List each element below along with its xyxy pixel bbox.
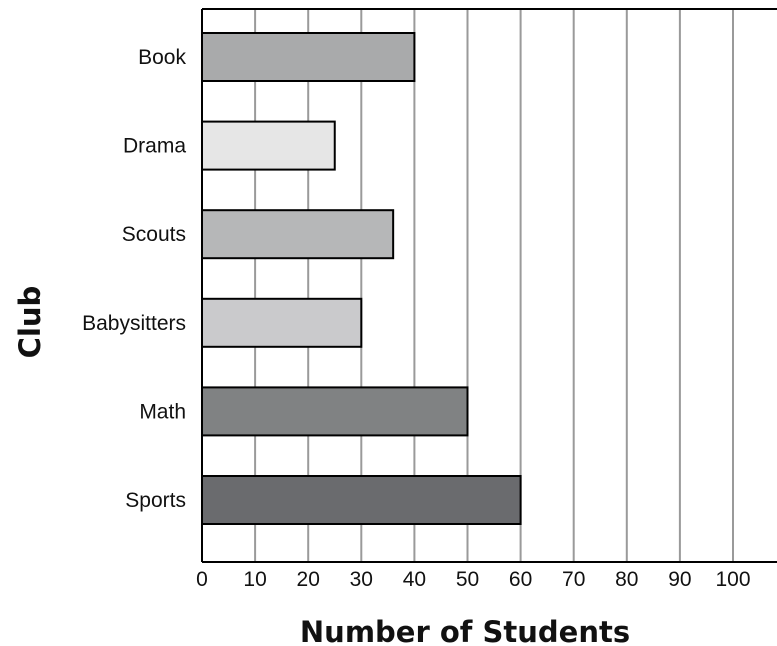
x-tick-label: 20 (297, 568, 320, 591)
x-tick-label: 100 (715, 568, 750, 591)
x-tick-label: 30 (350, 568, 373, 591)
x-tick-label: 80 (615, 568, 638, 591)
x-tick-label: 50 (456, 568, 479, 591)
y-axis-title: Club (13, 286, 47, 359)
category-label: Sports (125, 489, 186, 512)
bar-math (201, 386, 469, 437)
category-label: Book (138, 46, 186, 69)
bar-scouts (201, 209, 395, 260)
gridlines (254, 9, 734, 562)
category-label: Scouts (122, 223, 186, 246)
bar-book (201, 32, 416, 82)
x-tick-label: 60 (509, 568, 532, 591)
bar-drama (201, 120, 336, 171)
category-label: Math (139, 400, 186, 423)
x-tick-label: 70 (562, 568, 585, 591)
bars (201, 32, 522, 525)
x-tick-labels: 0 10 20 30 40 50 60 70 80 90 100 (196, 568, 750, 591)
x-tick-label: 0 (196, 568, 208, 591)
category-label: Babysitters (82, 312, 186, 335)
bar-sports (201, 475, 522, 525)
x-axis-title: Number of Students (300, 615, 630, 646)
category-label: Drama (123, 135, 186, 158)
x-tick-label: 90 (668, 568, 691, 591)
x-tick-label: 40 (403, 568, 426, 591)
bar-babysitters (201, 297, 363, 348)
category-labels: Book Drama Scouts Babysitters Math Sports (82, 46, 186, 512)
x-tick-label: 10 (243, 568, 266, 591)
